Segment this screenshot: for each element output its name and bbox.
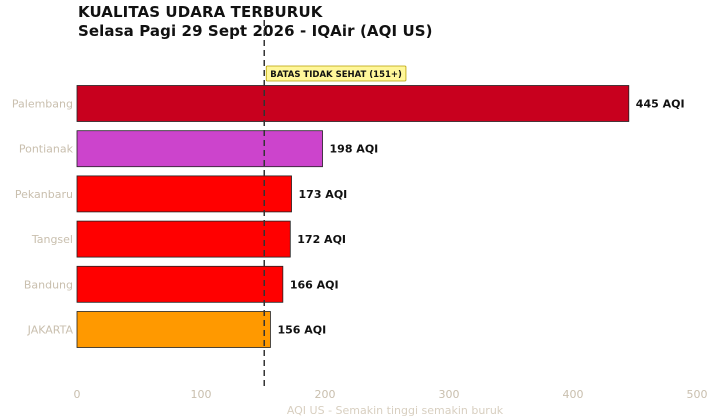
bar <box>76 265 284 303</box>
x-tick-label: 0 <box>74 388 81 401</box>
category-label: Bandung <box>24 278 73 291</box>
value-label: 172 AQI <box>297 233 346 246</box>
chart-title: KUALITAS UDARA TERBURUK <box>78 3 323 21</box>
bar <box>76 175 292 213</box>
category-label: JAKARTA <box>27 324 74 337</box>
category-label: Tangsel <box>31 233 73 246</box>
x-axis-title: AQI US - Semakin tinggi semakin buruk <box>287 404 504 417</box>
category-label: Pekanbaru <box>15 188 73 201</box>
x-tick-label: 300 <box>439 388 460 401</box>
bar <box>76 85 630 122</box>
chart-subtitle: Selasa Pagi 29 Sept 2026 - IQAir (AQI US… <box>78 22 433 40</box>
x-tick-label: 500 <box>687 388 708 401</box>
category-label: Palembang <box>12 98 73 111</box>
value-label: 173 AQI <box>299 188 348 201</box>
threshold-label: BATAS TIDAK SEHAT (151+) <box>270 70 402 80</box>
value-label: 166 AQI <box>290 278 339 291</box>
threshold-label-box <box>265 65 407 82</box>
value-labels: 445 AQI 198 AQI 173 AQI 172 AQI 166 AQI 156 A… <box>277 98 684 337</box>
category-labels: Palembang Pontianak Pekanbaru Tangsel Bandun… <box>12 98 74 337</box>
x-tick-label: 100 <box>191 388 212 401</box>
bar <box>76 130 323 168</box>
value-label: 445 AQI <box>636 98 685 111</box>
category-label: Pontianak <box>19 143 74 156</box>
chart-title-block: KUALITAS UDARA TERBURUK Selasa Pagi 29 S… <box>78 3 433 41</box>
value-label: 156 AQI <box>277 324 326 337</box>
value-label: 198 AQI <box>330 143 379 156</box>
x-tick-labels: 0 100 200 300 400 500 <box>74 388 708 401</box>
bars <box>76 85 630 348</box>
bar <box>76 311 271 348</box>
x-tick-label: 400 <box>563 388 584 401</box>
x-tick-label: 200 <box>315 388 336 401</box>
bar <box>76 220 291 258</box>
